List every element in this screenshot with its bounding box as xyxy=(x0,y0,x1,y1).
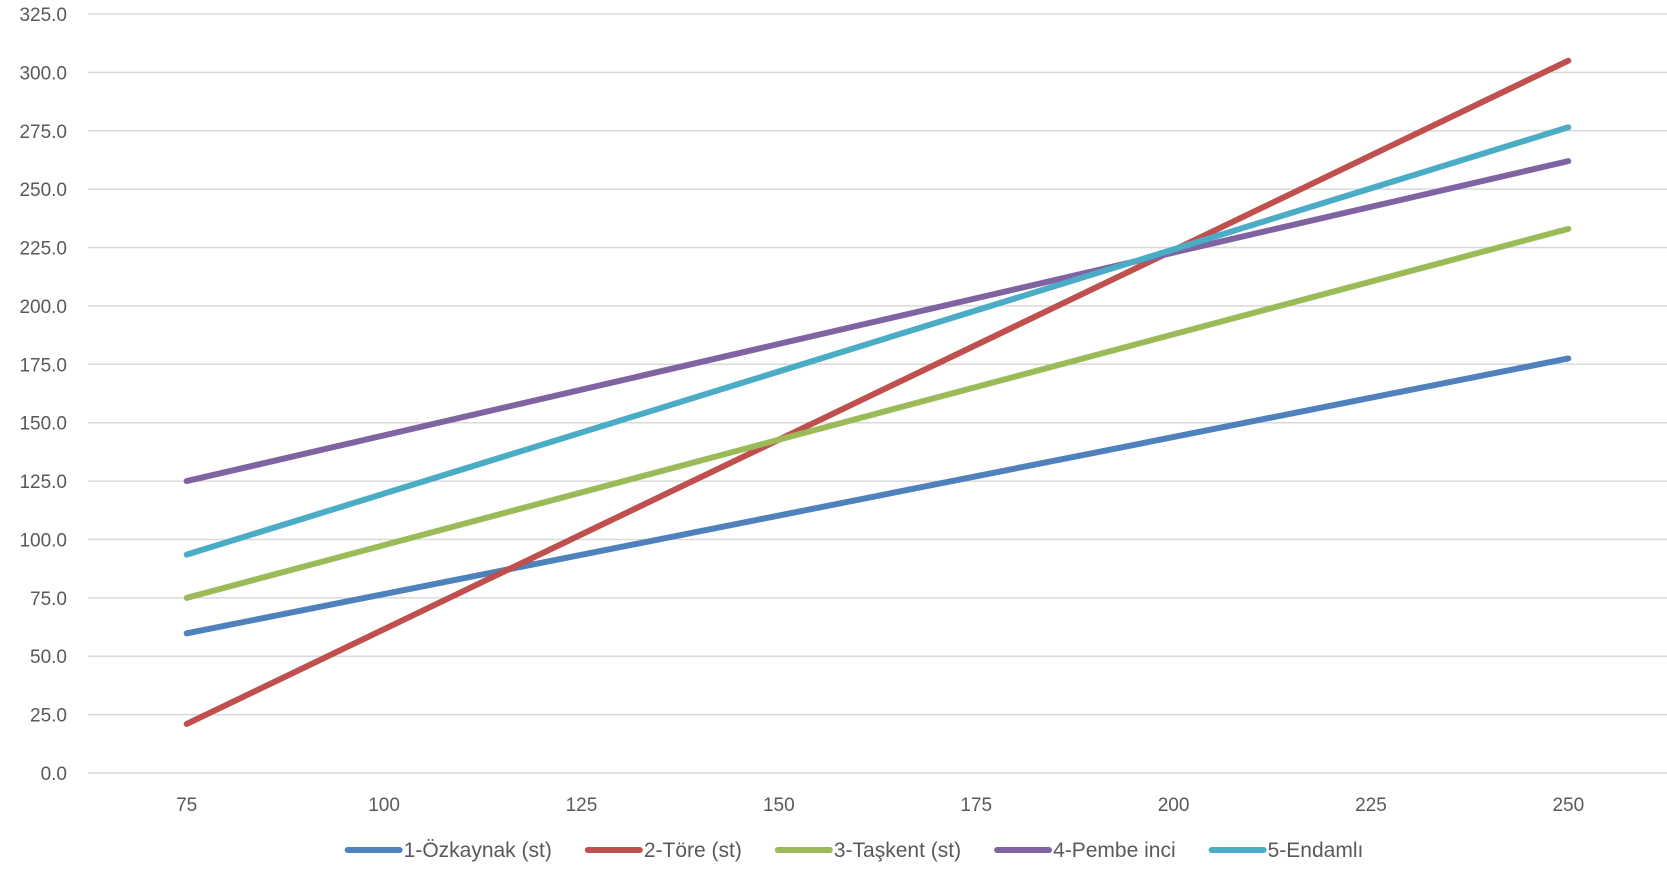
x-tick-label: 175 xyxy=(960,795,992,816)
legend-label: 4-Pembe inci xyxy=(1053,839,1176,862)
y-tick-label: 100.0 xyxy=(19,530,67,551)
legend-label: 3-Taşkent (st) xyxy=(834,839,961,862)
series-line-5 xyxy=(183,124,1572,558)
y-tick-label: 175.0 xyxy=(19,355,67,376)
series-line-4 xyxy=(183,158,1572,485)
x-axis: 75 100 125 150 175 200 225 250 xyxy=(176,795,1584,816)
y-tick-label: 250.0 xyxy=(19,180,67,201)
grid xyxy=(88,13,1667,774)
series-line-1 xyxy=(183,355,1572,637)
y-tick-label: 200.0 xyxy=(19,297,67,318)
legend: 1-Özkaynak (st) 2-Töre (st) 3-Taşkent (st)… xyxy=(344,839,1364,862)
legend-item: 1-Özkaynak (st) xyxy=(344,839,552,862)
x-tick-label: 100 xyxy=(368,795,400,816)
legend-item: 4-Pembe inci xyxy=(994,839,1176,862)
x-tick-label: 200 xyxy=(1158,795,1190,816)
series-lines xyxy=(183,57,1572,727)
y-tick-label: 225.0 xyxy=(19,239,67,260)
x-tick-label: 75 xyxy=(176,795,197,816)
x-tick-label: 150 xyxy=(763,795,795,816)
y-tick-label: 0.0 xyxy=(41,764,67,785)
y-tick-label: 50.0 xyxy=(30,647,67,668)
legend-label: 1-Özkaynak (st) xyxy=(404,839,552,862)
y-tick-label: 300.0 xyxy=(19,63,67,84)
legend-item: 5-Endamlı xyxy=(1208,839,1364,862)
series-line-2 xyxy=(183,57,1572,727)
legend-item: 2-Töre (st) xyxy=(584,839,742,862)
y-tick-label: 25.0 xyxy=(30,706,67,727)
legend-label: 5-Endamlı xyxy=(1268,839,1364,862)
series-line-3 xyxy=(183,225,1572,601)
y-tick-label: 125.0 xyxy=(19,472,67,493)
legend-label: 2-Töre (st) xyxy=(644,839,742,862)
y-tick-label: 150.0 xyxy=(19,414,67,435)
y-axis: 0.0 25.0 50.0 75.0 100.0 125.0 150.0 175.0 200.0… xyxy=(19,5,67,785)
x-tick-label: 250 xyxy=(1552,795,1584,816)
y-tick-label: 325.0 xyxy=(19,5,67,26)
x-tick-label: 225 xyxy=(1355,795,1387,816)
y-tick-label: 275.0 xyxy=(19,122,67,143)
x-tick-label: 125 xyxy=(566,795,598,816)
legend-item: 3-Taşkent (st) xyxy=(774,839,961,862)
y-tick-label: 75.0 xyxy=(30,589,67,610)
